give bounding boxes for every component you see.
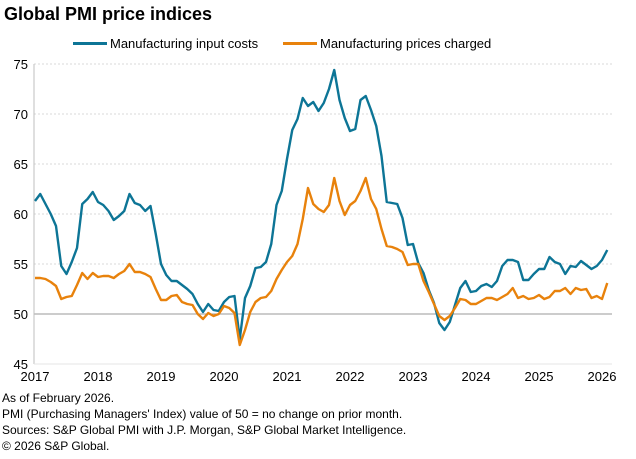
legend-item-prices-charged: Manufacturing prices charged: [283, 36, 491, 51]
legend-swatch-input-costs: [73, 42, 107, 45]
x-tick-label: 2020: [210, 369, 239, 384]
series-line-input-costs: [34, 68, 609, 341]
chart-title: Global PMI price indices: [4, 4, 213, 24]
x-tick-label: 2023: [399, 369, 428, 384]
x-tick-label: 2018: [84, 369, 113, 384]
y-tick-label: 65: [14, 157, 28, 172]
series-line-prices-charged: [35, 176, 609, 347]
x-tick-label: 2026: [588, 369, 617, 384]
gridlines: [34, 63, 612, 315]
y-tick-label: 60: [14, 207, 28, 222]
legend-label-prices-charged: Manufacturing prices charged: [320, 36, 492, 51]
y-tick-label: 50: [14, 307, 28, 322]
footer-sources: Sources: S&P Global PMI with J.P. Morgan…: [2, 423, 407, 437]
x-tick-label: 2024: [462, 369, 491, 384]
x-tick-label: 2022: [336, 369, 365, 384]
footer: As of February 2026. PMI (Purchasing Man…: [2, 390, 406, 454]
axes: [33, 64, 612, 365]
series-lines: [34, 68, 609, 347]
legend-item-input-costs: Manufacturing input costs: [73, 36, 258, 51]
y-tick-label: 55: [14, 257, 28, 272]
x-tick-label: 2017: [21, 369, 50, 384]
x-tick-labels: 2017 2018 2019 2020 2021 2022 2023 2024 2025 2026: [21, 369, 617, 384]
footer-note: PMI (Purchasing Managers' Index) value o…: [2, 407, 403, 421]
y-tick-label: 45: [14, 357, 28, 372]
legend: Manufacturing input costs Manufacturing …: [0, 36, 636, 54]
legend-swatch-prices-charged: [283, 42, 317, 45]
y-tick-labels: 45 50 55 60 65 70 75: [14, 57, 28, 372]
footer-copyright: © 2026 S&P Global.: [2, 439, 110, 453]
y-tick-label: 75: [14, 57, 28, 72]
legend-label-input-costs: Manufacturing input costs: [110, 36, 259, 51]
x-tick-label: 2021: [273, 369, 302, 384]
y-tick-label: 70: [14, 107, 28, 122]
x-tick-label: 2025: [525, 369, 554, 384]
footer-as-of: As of February 2026.: [2, 391, 115, 405]
x-tick-label: 2019: [147, 369, 176, 384]
